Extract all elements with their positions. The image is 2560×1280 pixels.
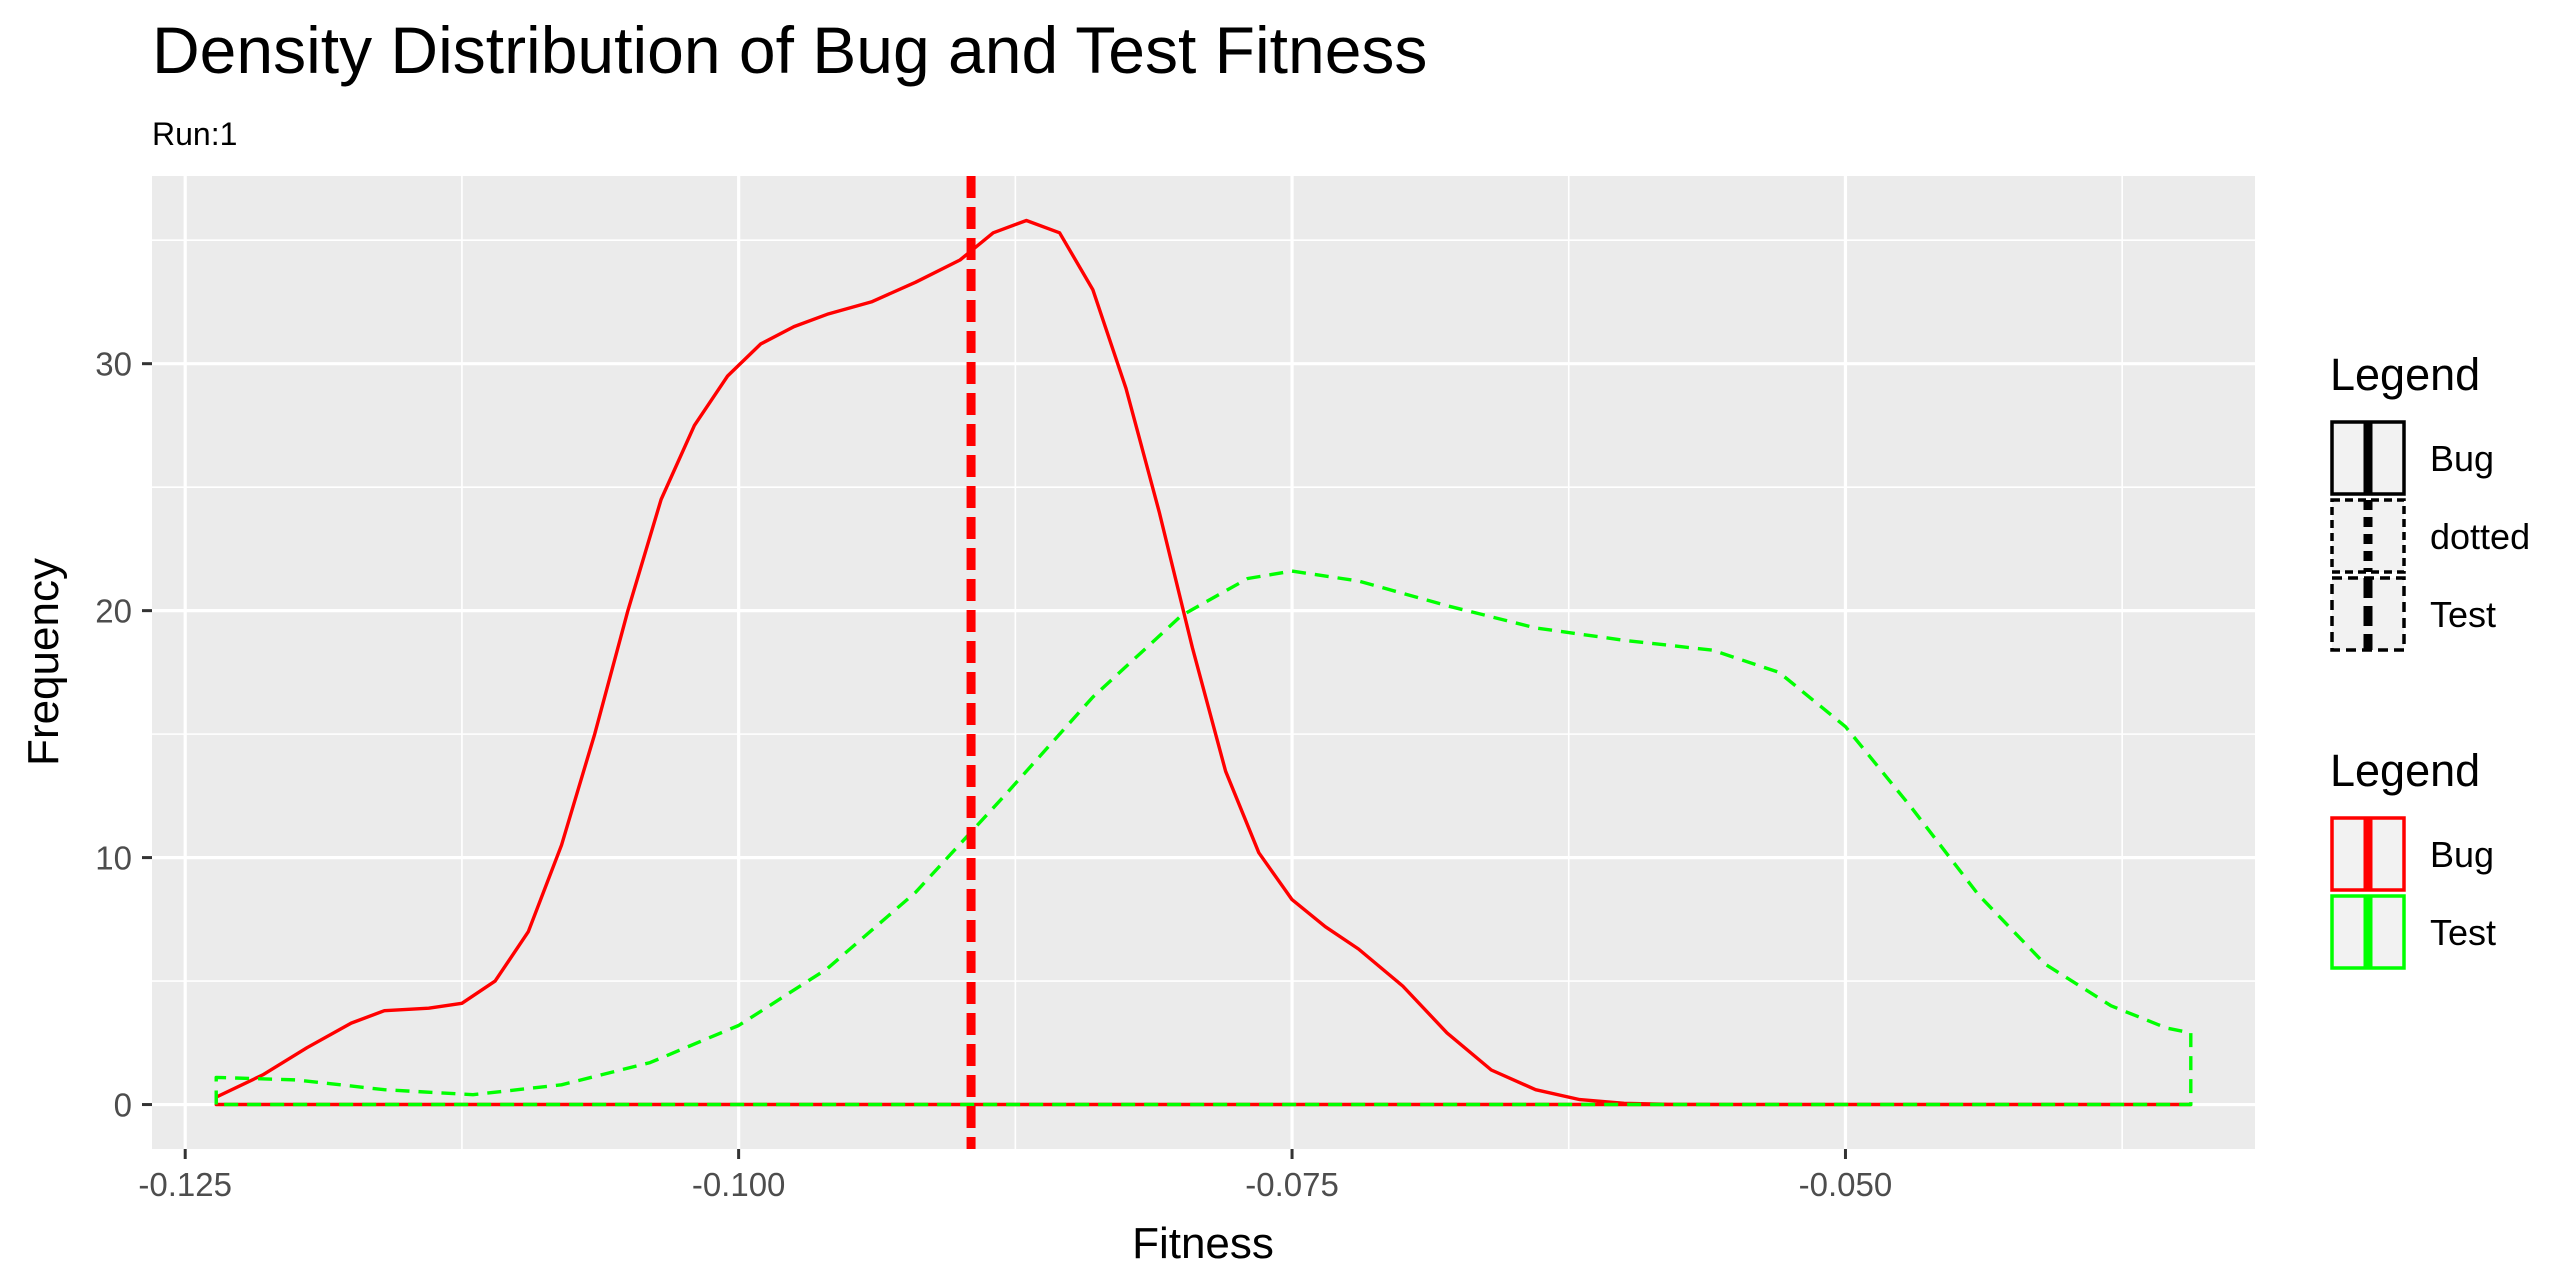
legend-label: dotted xyxy=(2430,516,2530,557)
grid-minor xyxy=(152,176,2255,1149)
legend-label: Bug xyxy=(2430,834,2494,875)
x-tick-label: -0.125 xyxy=(138,1166,232,1203)
legend-label: Test xyxy=(2430,912,2496,953)
density-curve-bug xyxy=(214,218,2193,1107)
grid-major xyxy=(152,176,2255,1149)
legend-title: Legend xyxy=(2330,745,2480,796)
chart-title: Density Distribution of Bug and Test Fit… xyxy=(152,13,1427,87)
legend-1: Legend Bug dotted Test xyxy=(2330,349,2530,652)
legend-2: Legend Bug Test xyxy=(2330,745,2496,970)
legend-label: Test xyxy=(2430,594,2496,635)
chart-subtitle: Run:1 xyxy=(152,116,237,152)
y-tick-label: 0 xyxy=(114,1087,132,1124)
x-axis: -0.125 -0.100 -0.075 -0.050 xyxy=(138,1149,1892,1203)
legend-layer: Legend Bug dotted Test Legend Bug Test xyxy=(2330,349,2530,970)
x-tick-label: -0.075 xyxy=(1245,1166,1339,1203)
y-tick-label: 20 xyxy=(95,593,132,630)
y-tick-label: 10 xyxy=(95,840,132,877)
x-tick-label: -0.100 xyxy=(692,1166,786,1203)
x-tick-label: -0.050 xyxy=(1799,1166,1893,1203)
series-layer xyxy=(214,176,2193,1149)
y-axis: 0 10 20 30 xyxy=(95,346,152,1124)
density-curve-test xyxy=(214,569,2193,1107)
y-axis-title: Frequency xyxy=(19,558,68,766)
legend-label: Bug xyxy=(2430,438,2494,479)
legend-title: Legend xyxy=(2330,349,2480,400)
plot-panel xyxy=(152,176,2255,1149)
x-axis-title: Fitness xyxy=(1132,1219,1274,1268)
y-tick-label: 30 xyxy=(95,346,132,383)
